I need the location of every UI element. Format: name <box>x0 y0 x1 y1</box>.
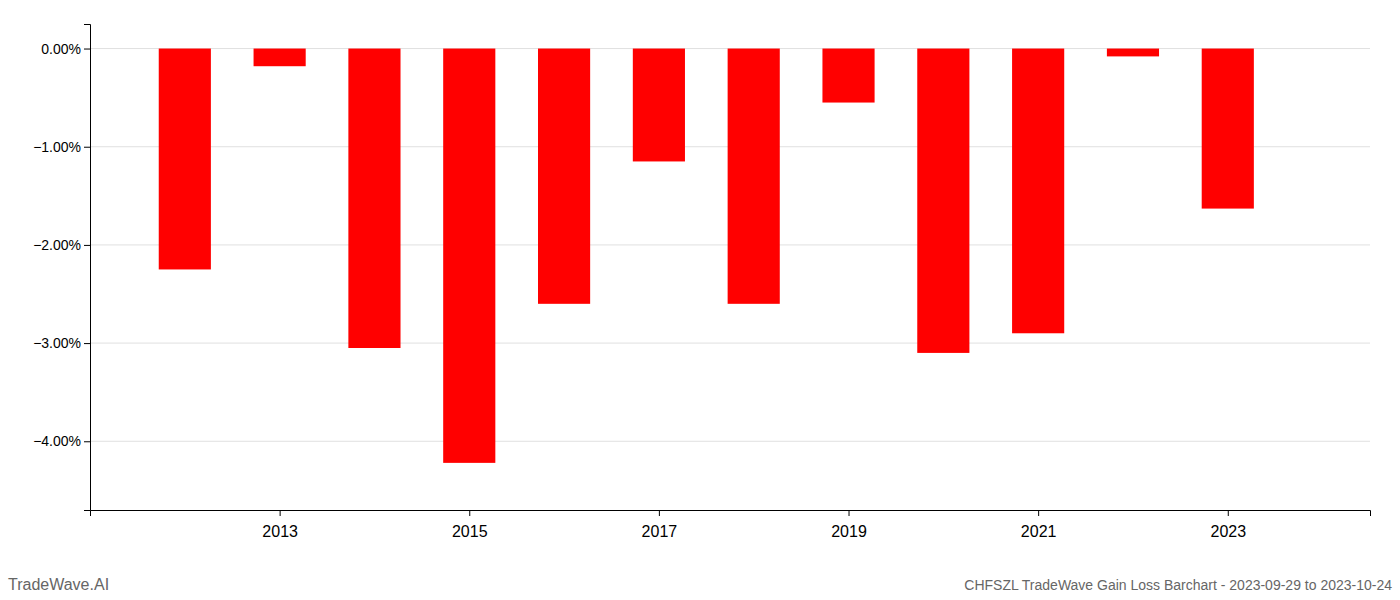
axis-line <box>91 511 1371 517</box>
bar <box>1012 49 1064 334</box>
tick: 2023 <box>1210 510 1246 540</box>
tick-mark <box>280 510 281 516</box>
tick-label: −3.00% <box>33 335 81 351</box>
tick-mark <box>84 147 90 148</box>
grid <box>90 49 1370 442</box>
tick: 2021 <box>1021 510 1057 540</box>
chart: 2013 2015 2017 2019 2021 2023 0.00% −1.00% −2.00… <box>0 0 1400 600</box>
tick-mark <box>659 510 660 516</box>
grid-line <box>90 343 1370 344</box>
tick: 2015 <box>452 510 488 540</box>
bars <box>159 49 1254 463</box>
tick-mark <box>84 49 90 50</box>
tick-mark <box>849 510 850 516</box>
axis-line <box>84 25 91 511</box>
tick: 2017 <box>642 510 678 540</box>
tick: 2013 <box>262 510 298 540</box>
bar <box>728 49 780 304</box>
tick-label: 2015 <box>452 523 488 540</box>
title: CHFSZL TradeWave Gain Loss Barchart - 20… <box>964 577 1392 593</box>
tick-mark <box>1038 510 1039 516</box>
tick-label: 2019 <box>831 523 867 540</box>
tick: −3.00% <box>33 335 90 351</box>
watermark: TradeWave.AI <box>8 576 109 593</box>
tick-mark <box>84 441 90 442</box>
bar <box>254 49 306 67</box>
tick: −2.00% <box>33 237 90 253</box>
bar <box>917 49 969 353</box>
tick-label: −2.00% <box>33 237 81 253</box>
x-axis: 2013 2015 2017 2019 2021 2023 <box>91 510 1371 540</box>
tick-label: 0.00% <box>41 41 81 57</box>
bar <box>633 49 685 162</box>
bar <box>1202 49 1254 209</box>
grid-line <box>90 441 1370 442</box>
tick-label: 2021 <box>1021 523 1057 540</box>
bar <box>348 49 400 348</box>
tick: −4.00% <box>33 433 90 449</box>
bar <box>822 49 874 103</box>
tick: 0.00% <box>41 41 90 57</box>
tick-label: 2023 <box>1210 523 1246 540</box>
tick-label: −4.00% <box>33 433 81 449</box>
bar <box>443 49 495 463</box>
tick: −1.00% <box>33 139 90 155</box>
bar <box>1107 49 1159 57</box>
tick-label: 2017 <box>642 523 678 540</box>
bar <box>538 49 590 304</box>
tick: 2019 <box>831 510 867 540</box>
tick-mark <box>84 245 90 246</box>
tick-mark <box>469 510 470 516</box>
tick-mark <box>84 343 90 344</box>
tick-label: 2013 <box>262 523 298 540</box>
bar <box>159 49 211 270</box>
tick-mark <box>1228 510 1229 516</box>
plot: 2013 2015 2017 2019 2021 2023 0.00% −1.00% −2.00… <box>33 25 1370 540</box>
tick-label: −1.00% <box>33 139 81 155</box>
y-axis: 0.00% −1.00% −2.00% −3.00% −4.00% <box>33 25 90 511</box>
